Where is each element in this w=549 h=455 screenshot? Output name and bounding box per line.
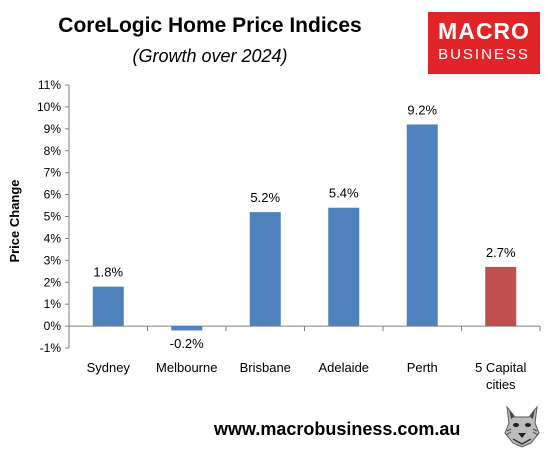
website-url: www.macrobusiness.com.au xyxy=(214,419,461,439)
x-category-label: Perth xyxy=(407,360,438,375)
chart-subtitle: (Growth over 2024) xyxy=(132,46,288,66)
bar xyxy=(328,207,360,327)
x-axis xyxy=(68,325,541,332)
y-tick-label: 8% xyxy=(44,144,62,158)
bar xyxy=(92,286,124,327)
y-tick-label: 7% xyxy=(44,166,62,180)
y-tick-label: 2% xyxy=(44,275,62,289)
wolf-icon xyxy=(503,403,541,449)
macrobusiness-logo: MACRO BUSINESS xyxy=(428,12,540,74)
y-tick-label: 9% xyxy=(44,122,62,136)
y-tick-label: 10% xyxy=(37,100,61,114)
x-category-label: cities xyxy=(486,377,516,392)
x-category-label: Brisbane xyxy=(240,360,291,375)
data-label: 5.2% xyxy=(250,190,280,205)
bar xyxy=(171,326,203,331)
y-tick-label: 5% xyxy=(44,210,62,224)
y-axis: -1% 0% 1% 2% 3% 4% 5% 6% 7% 8% 9% 10% 11% xyxy=(37,78,70,355)
data-label: 9.2% xyxy=(407,102,437,117)
data-label: 1.8% xyxy=(93,265,123,280)
chart-title: CoreLogic Home Price Indices xyxy=(58,14,362,37)
x-category-label: Melbourne xyxy=(156,360,217,375)
category-labels: Sydney Melbourne Brisbane Adelaide Perth 5 Ca… xyxy=(87,360,527,392)
bar xyxy=(485,266,517,327)
y-tick-label: 6% xyxy=(44,188,62,202)
y-tick-label: 1% xyxy=(44,297,62,311)
y-tick-label: 3% xyxy=(44,253,62,267)
y-tick-label: 0% xyxy=(44,319,62,333)
y-tick-label: 11% xyxy=(38,78,61,92)
y-tick-label: 4% xyxy=(44,231,62,245)
bar xyxy=(406,124,438,327)
bar xyxy=(249,212,281,327)
data-label: 2.7% xyxy=(486,245,516,260)
logo-line-macro: MACRO xyxy=(438,18,530,44)
logo-line-business: BUSINESS xyxy=(438,46,530,63)
data-label: -0.2% xyxy=(170,336,204,351)
bars xyxy=(92,124,517,331)
x-category-label: Adelaide xyxy=(318,360,369,375)
data-label: 5.4% xyxy=(329,186,359,201)
data-labels: 1.8% -0.2% 5.2% 5.4% 9.2% 2.7% xyxy=(93,102,516,351)
x-category-label: 5 Capital xyxy=(475,360,526,375)
x-category-label: Sydney xyxy=(87,360,131,375)
y-tick-label: -1% xyxy=(40,341,62,355)
y-axis-label: Price Change xyxy=(7,179,22,262)
